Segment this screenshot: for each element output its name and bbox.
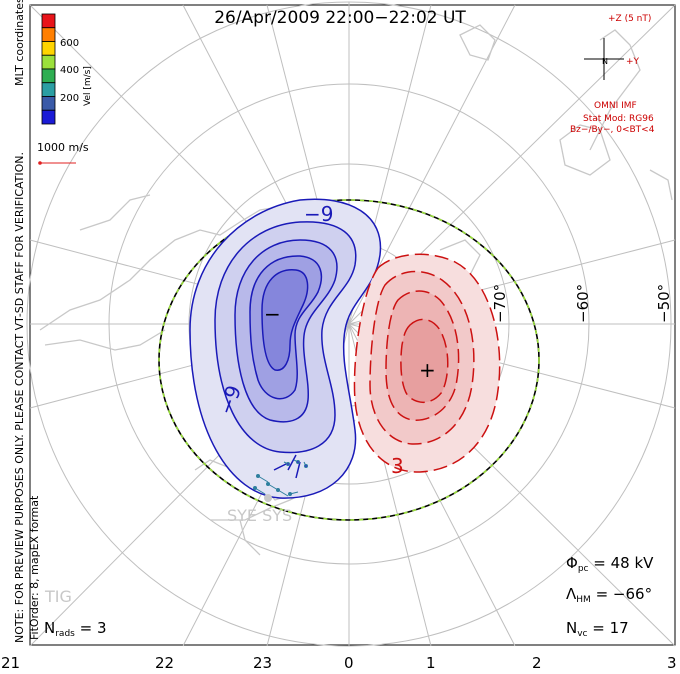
potential-max-marker: + — [419, 358, 436, 382]
mlt-label-22: 22 — [155, 654, 175, 672]
imf-conditions: Bz−/By−, 0<BT<4 — [570, 125, 655, 135]
fit-order-label: FitOrder: 8, mapEX format — [28, 495, 41, 640]
imf-z-label: +Z (5 nT) — [608, 14, 652, 24]
potential-min-marker: − — [264, 302, 281, 326]
colorbar-swatch — [41, 27, 56, 42]
radar-vectors — [253, 459, 308, 497]
cross-polar-potential: Φpc = 48 kV — [566, 554, 654, 574]
mlt-label-3: 3 — [667, 654, 677, 672]
colorbar-tick-400: 400 — [60, 65, 80, 76]
vector-scale-dot — [38, 161, 42, 165]
colorbar-swatch — [41, 68, 56, 84]
colorbar-tick-200: 200 — [60, 93, 80, 104]
mlt-grid — [29, 2, 676, 647]
plot-frame — [29, 4, 676, 646]
colorbar-swatch — [41, 109, 56, 125]
colorbar-swatch — [41, 54, 56, 70]
vector-scale-label: 1000 m/s — [37, 141, 89, 154]
lat-label-50: −50° — [655, 283, 673, 323]
vector-count: Nvc = 17 — [566, 619, 629, 639]
colorbar-swatch — [41, 82, 56, 97]
colorbar-swatch — [41, 41, 56, 56]
colorbar-tick-600: 600 — [60, 38, 80, 49]
imf-clock — [584, 38, 624, 80]
color-bar — [41, 13, 56, 125]
contour-label-1: −9 — [304, 202, 334, 226]
positive-potential-cell — [353, 253, 501, 473]
stat-model: Stat Mod: RG96 — [583, 114, 654, 124]
map-title: 26/Apr/2009 22:00−22:02 UT — [214, 8, 466, 28]
mlt-label-1: 1 — [426, 654, 436, 672]
preview-note: NOTE: FOR PREVIEW PURPOSES ONLY. PLEASE … — [13, 151, 26, 643]
radar-label-tig: TIG — [45, 587, 72, 606]
contour-label-3: 3 — [391, 454, 404, 478]
mlt-label-2: 2 — [532, 654, 542, 672]
negative-potential-cell — [189, 198, 382, 499]
lat-label-60: −60° — [574, 283, 592, 323]
mlt-label-0: 0 — [344, 654, 354, 672]
radar-label-sye-sys: SYE SYS — [227, 506, 293, 525]
colorbar-label: Vel [m/s] — [83, 66, 93, 106]
radar-site — [264, 494, 272, 502]
lat-label-70: −70° — [491, 283, 509, 323]
radar-count: Nrads = 3 — [44, 619, 107, 639]
coordinate-label: MLT coordinates — [13, 0, 26, 86]
imf-y-label: +Y — [626, 57, 640, 67]
hm-boundary-dash — [158, 199, 540, 521]
imf-n-label: N — [602, 57, 608, 66]
hm-latitude: ΛHM = −66° — [566, 585, 653, 605]
mlt-label-23: 23 — [253, 654, 273, 672]
imf-source: OMNI IMF — [594, 101, 637, 111]
colorbar-swatch — [41, 96, 56, 111]
mlt-label-21: 21 — [1, 654, 21, 672]
